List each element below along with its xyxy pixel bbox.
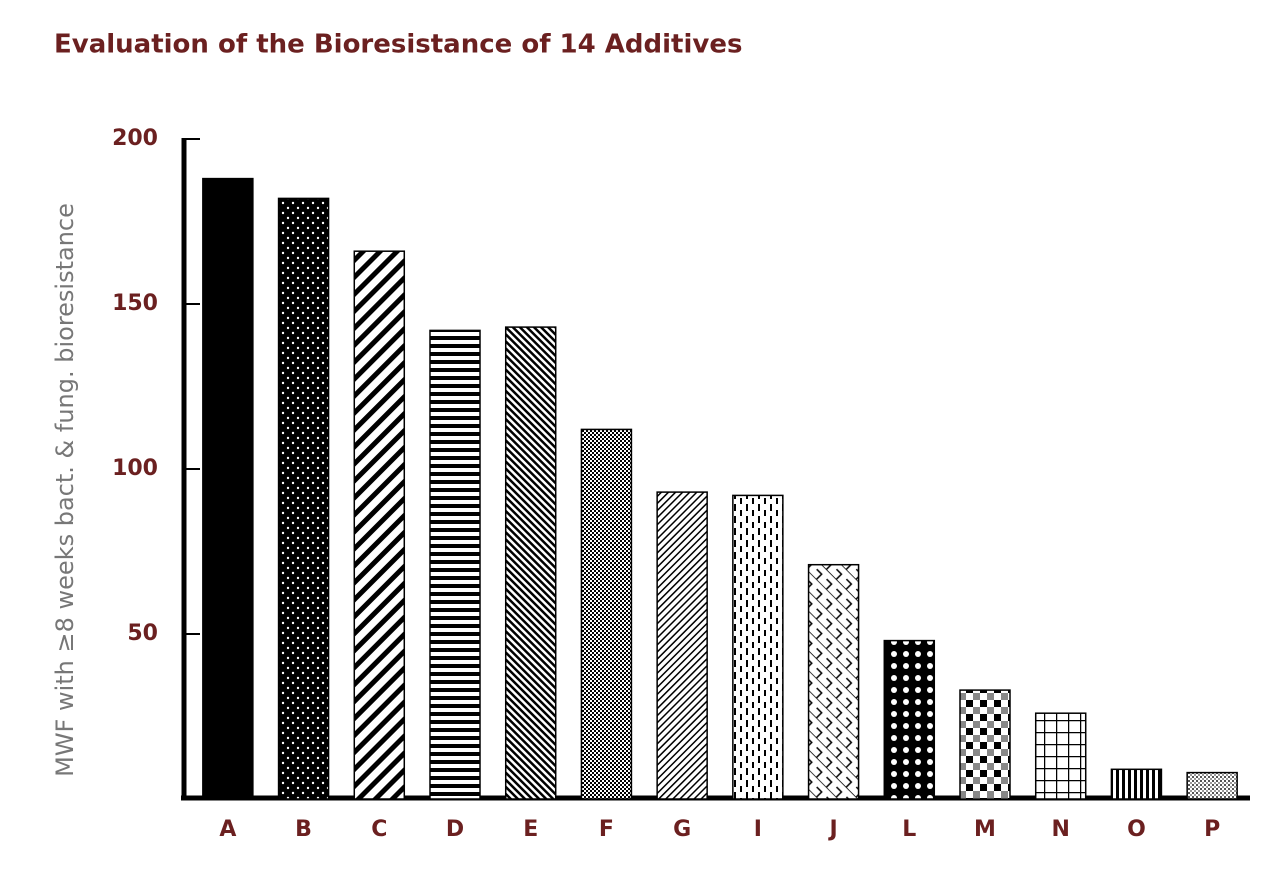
y-tick-label: 50 bbox=[127, 621, 158, 646]
x-tick-label: L bbox=[902, 817, 916, 842]
y-tick-label: 150 bbox=[112, 291, 158, 316]
bar bbox=[353, 250, 406, 800]
bar bbox=[504, 326, 557, 800]
x-tick-label: M bbox=[974, 817, 996, 842]
x-tick-label: C bbox=[371, 817, 387, 842]
bar bbox=[656, 491, 708, 800]
x-tick-label: J bbox=[827, 817, 837, 842]
bar bbox=[959, 689, 1011, 800]
x-tick-label: A bbox=[219, 817, 236, 842]
bar bbox=[429, 329, 481, 800]
y-tick-label: 200 bbox=[112, 126, 158, 151]
chart-title: Evaluation of the Bioresistance of 14 Ad… bbox=[54, 30, 742, 60]
x-tick-label: B bbox=[295, 817, 312, 842]
y-tick-label: 100 bbox=[112, 456, 158, 481]
bar bbox=[1034, 712, 1087, 800]
bar bbox=[580, 428, 633, 800]
bar bbox=[807, 563, 860, 800]
y-axis-label: MWF with ≥8 weeks bact. & fung. bioresis… bbox=[51, 203, 79, 777]
bar bbox=[732, 494, 784, 800]
bar bbox=[1110, 768, 1163, 800]
x-tick-label: O bbox=[1127, 817, 1146, 842]
bar bbox=[1186, 771, 1238, 800]
x-tick-label: E bbox=[523, 817, 538, 842]
x-tick-label: N bbox=[1052, 817, 1070, 842]
bar bbox=[883, 639, 936, 800]
x-tick-label: D bbox=[446, 817, 464, 842]
x-tick-label: G bbox=[673, 817, 691, 842]
x-tick-label: F bbox=[599, 817, 614, 842]
x-tick-label: P bbox=[1204, 817, 1220, 842]
bar bbox=[277, 197, 330, 800]
bar bbox=[202, 177, 254, 800]
x-tick-label: I bbox=[754, 817, 762, 842]
